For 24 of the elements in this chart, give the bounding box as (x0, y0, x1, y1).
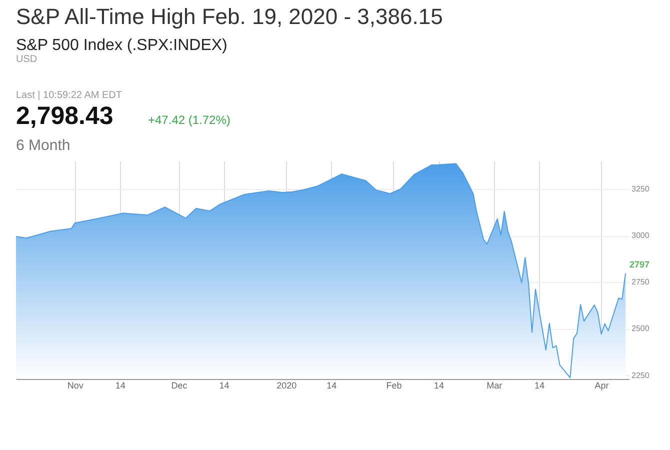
y-tick-label: 2750 (632, 278, 650, 287)
x-tick-label: Dec (171, 380, 188, 390)
x-tick-label: 14 (534, 380, 544, 390)
y-tick-label: 3250 (632, 184, 650, 194)
x-tick-label: Feb (386, 380, 402, 390)
x-tick-label: Nov (67, 380, 84, 390)
x-tick-label: 14 (219, 380, 230, 390)
chart-subtitle: S&P 500 Index (.SPX:INDEX) (16, 37, 228, 54)
y-tick-label: 2250 (632, 370, 650, 380)
x-tick-label: 2020 (276, 380, 297, 390)
x-tick-label: 14 (434, 380, 444, 390)
x-tick-label: Apr (594, 380, 609, 390)
x-tick-label: 14 (115, 380, 126, 390)
chart-title: S&P All-Time High Feb. 19, 2020 - 3,386.15 (16, 4, 443, 29)
x-tick-label: 14 (326, 380, 337, 390)
text: +47.42 (1.72%) (148, 113, 230, 127)
x-tick-label: Mar (486, 380, 502, 390)
text: USD (16, 54, 38, 65)
text: 6 Month (16, 137, 70, 154)
y-tick-label: 3000 (632, 231, 650, 240)
text: 2,798.43 (16, 102, 114, 130)
text: Last | 10:59:22 AM EDT (16, 90, 122, 101)
annotation: 2797 (630, 259, 650, 270)
y-tick-label: 2500 (632, 324, 650, 334)
